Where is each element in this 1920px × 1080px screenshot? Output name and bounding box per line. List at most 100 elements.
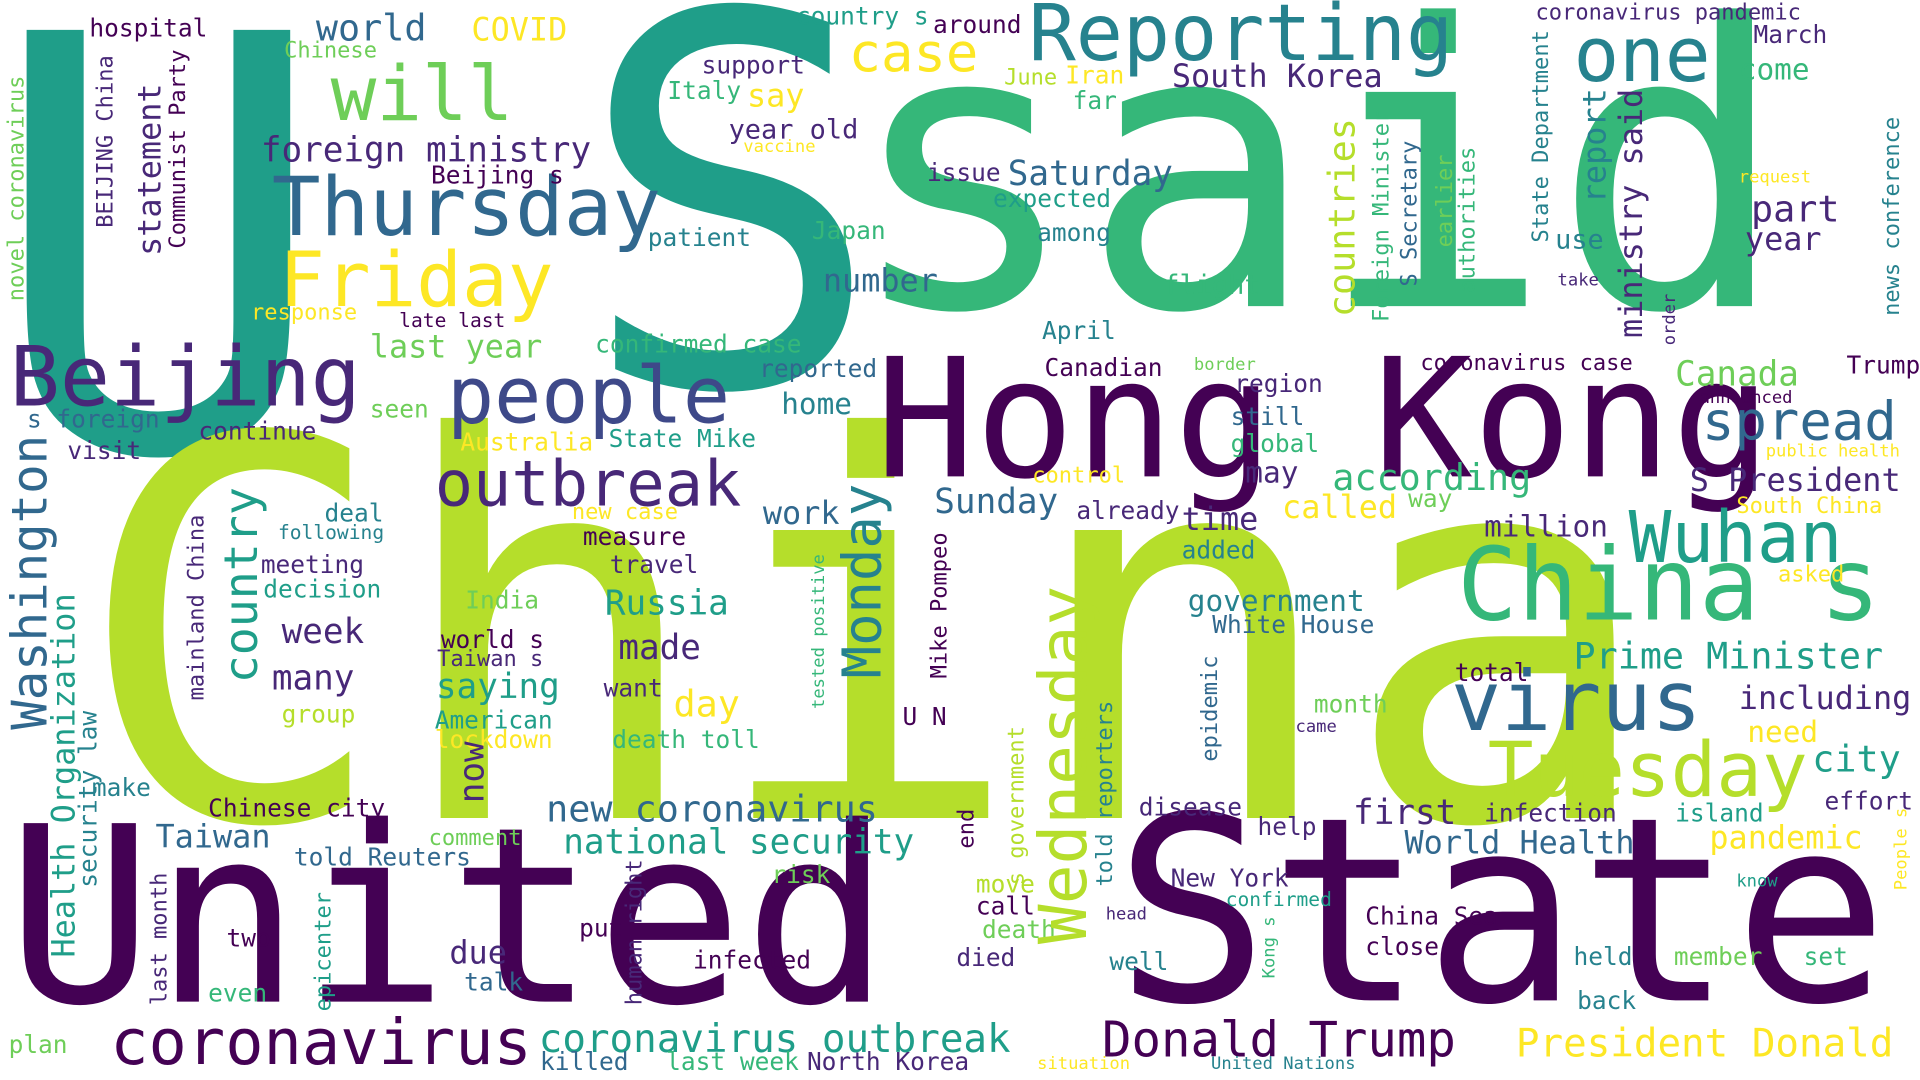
cloud-word-people: people <box>446 351 731 443</box>
cloud-word-came: came <box>1295 717 1337 738</box>
cloud-word-head: head <box>1105 904 1148 925</box>
cloud-word-end: end <box>953 808 980 849</box>
cloud-word-state-mike: State Mike <box>608 423 757 454</box>
cloud-word-wednesday: Wednesday <box>1024 585 1103 945</box>
cloud-word-communist-party: Communist Party <box>165 49 192 249</box>
cloud-word-control: control <box>1032 462 1126 489</box>
cloud-word-south-korea: South Korea <box>1171 58 1383 96</box>
cloud-word-said: said <box>844 0 1789 400</box>
cloud-word-month: month <box>1313 689 1388 719</box>
cloud-word-monday: Monday <box>831 483 894 679</box>
cloud-word-march: March <box>1753 19 1828 49</box>
cloud-word-asked: asked <box>1777 562 1845 588</box>
cloud-word-among: among <box>1037 217 1111 248</box>
cloud-word-june: June <box>1004 64 1058 91</box>
cloud-word-now: now <box>451 741 493 804</box>
cloud-word-death-toll: death toll <box>612 724 760 755</box>
cloud-word-death: death <box>982 914 1056 945</box>
cloud-word-country-s: country s <box>795 1 929 31</box>
cloud-word-mainland-china: mainland China <box>183 514 210 701</box>
cloud-word-epidemic: epidemic <box>1197 655 1224 762</box>
cloud-word-india: India <box>465 585 540 615</box>
cloud-word-million: million <box>1484 509 1608 544</box>
cloud-word-group: group <box>281 699 356 729</box>
cloud-word-last-month: last month <box>146 872 173 1006</box>
cloud-word-white-house: White House <box>1212 609 1375 640</box>
cloud-word-new-case: new case <box>571 499 679 526</box>
cloud-word-public-health: public health <box>1765 442 1900 462</box>
cloud-word-world-s: world s <box>440 624 545 654</box>
cloud-word-coronavirus-outbreak: coronavirus outbreak <box>538 1015 1011 1062</box>
cloud-word-week: week <box>281 611 365 652</box>
cloud-word-u: U <box>0 0 332 586</box>
cloud-word-tested-positive: tested positive <box>809 554 829 709</box>
cloud-word-day: day <box>673 683 740 727</box>
cloud-word-new-york: New York <box>1170 863 1289 893</box>
cloud-word-measure: measure <box>582 521 687 552</box>
cloud-word-first: first <box>1353 792 1457 833</box>
cloud-word-late-last: late last <box>399 308 506 332</box>
cloud-word-year: year <box>1744 221 1822 259</box>
cloud-word-called: called <box>1282 489 1398 527</box>
cloud-word-meeting: meeting <box>260 549 365 580</box>
cloud-word-call: call <box>975 891 1035 921</box>
cloud-word-added: added <box>1181 535 1256 565</box>
cloud-word-statement: statement <box>132 83 169 256</box>
cloud-word-following: following <box>277 520 385 544</box>
cloud-word-last-year: last year <box>369 329 543 367</box>
cloud-word-foreign-ministry: foreign ministry <box>260 129 592 171</box>
cloud-word-plan: plan <box>8 1029 68 1060</box>
cloud-word-vaccine: vaccine <box>743 137 816 157</box>
cloud-word-saying: saying <box>435 666 560 707</box>
cloud-word-come: come <box>1738 52 1810 87</box>
cloud-word-authorities: authorities <box>1454 146 1481 293</box>
cloud-word-say: say <box>746 78 805 116</box>
cloud-word-novel-coronavirus: novel coronavirus <box>3 75 30 302</box>
cloud-word-security-law: security law <box>73 710 103 888</box>
cloud-word-year-old: year old <box>728 115 859 146</box>
cloud-word-april: April <box>1042 315 1116 346</box>
cloud-word-china-sea: China Sea <box>1365 901 1499 931</box>
cloud-word-iran: Iran <box>1065 60 1125 90</box>
cloud-word-two: two <box>226 923 271 953</box>
cloud-word-ministry-said: ministry said <box>1613 88 1651 338</box>
cloud-word-infected: infected <box>693 945 812 975</box>
cloud-word-coronavirus-pandemic: coronavirus pandemic <box>1535 0 1801 26</box>
cloud-word-virus: virus <box>1451 653 1702 751</box>
cloud-word-confirmed-case: confirmed case <box>595 329 802 359</box>
cloud-word-take: take <box>1557 270 1599 291</box>
cloud-word-italy: Italy <box>667 75 742 106</box>
cloud-word-canadian: Canadian <box>1044 352 1163 383</box>
cloud-word-region: region <box>1234 368 1323 398</box>
cloud-word-covid: COVID <box>471 12 568 49</box>
cloud-word-put: put <box>579 913 624 943</box>
cloud-word-world-health: World Health <box>1404 825 1635 863</box>
cloud-word-according: according <box>1332 456 1532 500</box>
cloud-word-hong-kong: Hong Kong <box>875 323 1772 516</box>
cloud-word-may: may <box>1245 455 1299 490</box>
cloud-word-tuesday: Tuesday <box>1487 724 1808 815</box>
cloud-word-confirmed: confirmed <box>1225 887 1332 912</box>
cloud-word-russia: Russia <box>604 582 729 624</box>
cloud-word-move: move <box>975 869 1035 899</box>
cloud-word-member: member <box>1673 941 1763 972</box>
cloud-word-infection: infection <box>1484 798 1617 828</box>
cloud-word-deal: deal <box>324 498 384 528</box>
cloud-word-china-s: China s <box>1457 527 1881 645</box>
cloud-word-donald-trump: Donald Trump <box>1102 1012 1456 1069</box>
cloud-word-response: response <box>251 300 358 326</box>
cloud-word-far: far <box>1072 85 1117 116</box>
cloud-word-order: order <box>1660 293 1681 346</box>
cloud-word-one: one <box>1573 9 1711 100</box>
cloud-word-china: China <box>73 330 1659 943</box>
cloud-word-s-government: s government <box>1004 726 1030 886</box>
cloud-word-well: well <box>1109 946 1169 976</box>
cloud-word-died: died <box>956 942 1016 973</box>
cloud-word-help: help <box>1257 811 1317 842</box>
cloud-word-pandemic: pandemic <box>1709 820 1863 858</box>
cloud-word-taiwan-s: Taiwan s <box>437 646 544 673</box>
cloud-word-state: State <box>1114 761 1889 1062</box>
cloud-word-beijing-s: Beijing s <box>431 160 564 190</box>
cloud-word-way: way <box>1408 483 1453 514</box>
